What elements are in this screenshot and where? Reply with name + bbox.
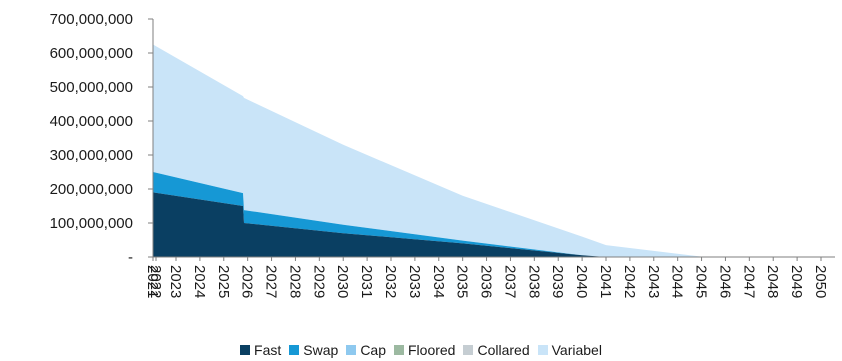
x-tick-label: 2046 [716,265,733,298]
y-tick-label: 100,000,000 [50,215,133,232]
y-tick-label: - [128,249,133,266]
x-tick-label: 2023 [167,265,184,298]
legend: Fast Swap Cap Floored Collared Variabel [0,342,842,358]
y-tick-label: 700,000,000 [50,11,133,28]
x-tick-label: 2044 [669,265,686,298]
legend-label-floored: Floored [408,342,456,358]
x-tick-label: 2041 [597,265,614,298]
x-tick-label: 2029 [310,265,327,298]
y-tick-label: 300,000,000 [50,147,133,164]
legend-swatch-collared [463,345,474,355]
x-tick-label: 2036 [478,265,495,298]
legend-label-collared: Collared [477,342,530,358]
legend-item-variabel: Variabel [537,342,602,358]
x-tick-label: 2035 [454,265,471,298]
legend-label-fast: Fast [254,342,282,358]
x-tick-label: 2047 [740,265,757,298]
x-tick-label: 2043 [645,265,662,298]
x-tick-label: 2021 [144,265,161,298]
y-tick-label: 600,000,000 [50,45,133,62]
x-tick-label: 2034 [430,265,447,298]
legend-label-cap: Cap [360,342,386,358]
x-tick-label: 2030 [334,265,351,298]
legend-item-collared: Collared [463,342,530,358]
legend-item-fast: Fast [240,342,281,358]
legend-label-swap: Swap [303,342,339,358]
legend-swatch-cap [346,345,357,355]
x-tick-label: 2045 [693,265,710,298]
legend-item-floored: Floored [394,342,455,358]
area-fast [153,192,821,257]
x-tick-label: 2027 [263,265,280,298]
legend-item-cap: Cap [346,342,386,358]
x-tick-label: 2042 [621,265,638,298]
x-tick-label: 2033 [406,265,423,298]
x-tick-label: 2050 [812,265,829,298]
legend-swatch-floored [394,345,404,355]
y-tick-label: 500,000,000 [50,79,133,96]
area-variabel [153,44,821,257]
y-tick-label: 200,000,000 [50,181,133,198]
x-tick-label: 2026 [239,265,256,298]
x-tick-label: 2048 [764,265,781,298]
x-tick-label: 2032 [382,265,399,298]
x-tick-label: 2038 [525,265,542,298]
legend-swatch-fast [240,345,251,355]
x-tick-label: 2039 [549,265,566,298]
x-tick-label: 2040 [573,265,590,298]
x-tick-label: 2049 [788,265,805,298]
legend-swatch-variabel [537,345,548,355]
legend-swatch-swap [289,345,300,355]
x-tick-label: 2025 [215,265,232,298]
legend-item-swap: Swap [289,342,338,358]
x-tick-label: 2022 [147,265,164,298]
x-tick-label: 2024 [191,265,208,298]
x-tick-label: 2028 [286,265,303,298]
x-tick-label: 2031 [358,265,375,298]
legend-label-variabel: Variabel [551,342,602,358]
x-tick-label: 2037 [501,265,518,298]
y-tick-label: 400,000,000 [50,113,133,130]
